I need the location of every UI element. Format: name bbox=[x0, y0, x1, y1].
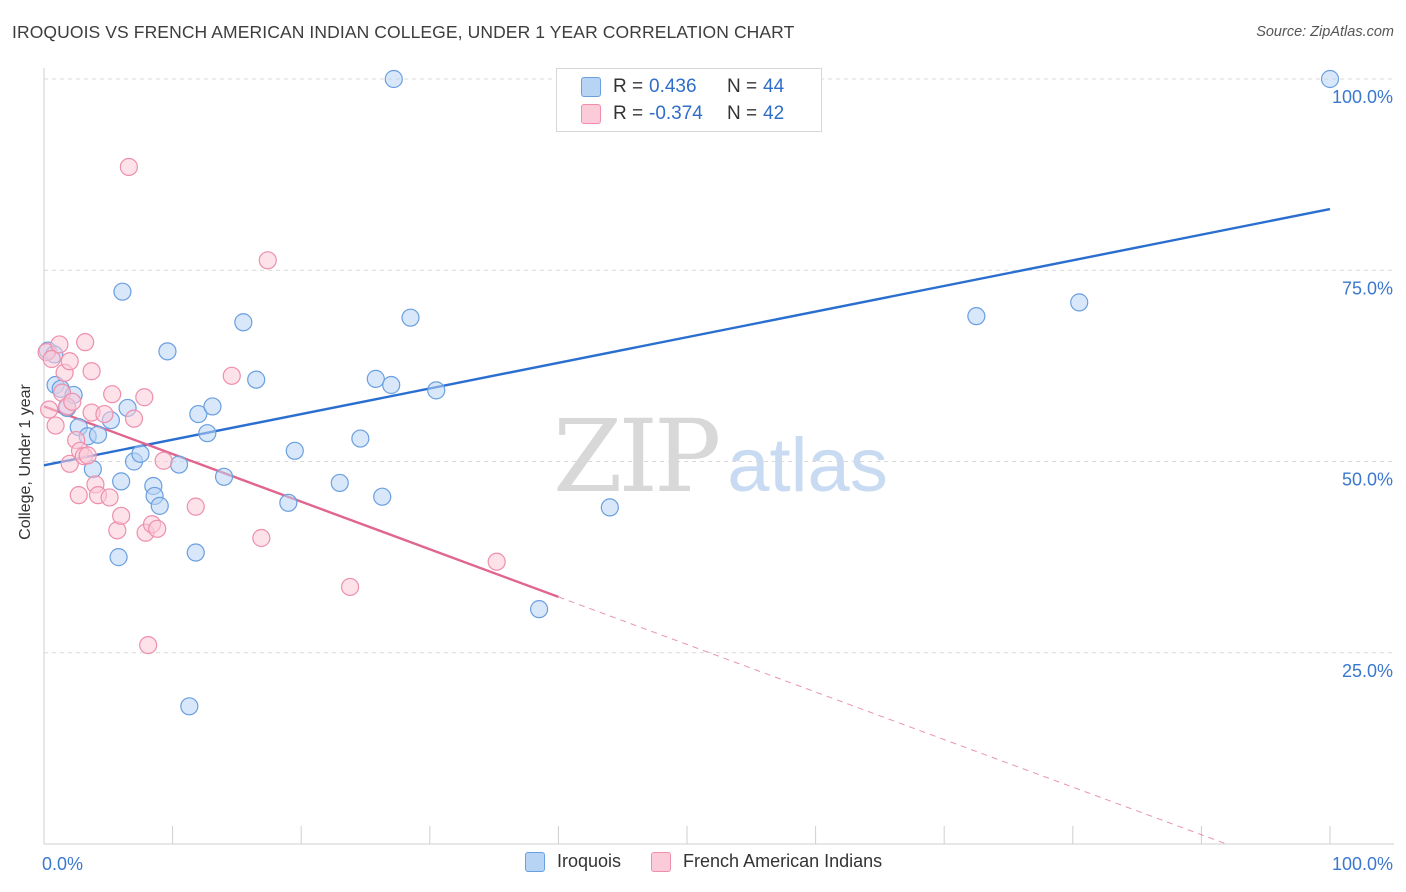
legend-row-iroquois: R = 0.436 N = 44 bbox=[581, 75, 784, 99]
french-american-indians-point bbox=[95, 404, 114, 424]
watermark: ZIP atlas bbox=[553, 398, 888, 515]
french-american-indians-point bbox=[252, 528, 271, 548]
french-american-indians-point bbox=[135, 388, 154, 407]
iroquois-point bbox=[373, 487, 392, 506]
french-american-indians-point bbox=[69, 486, 88, 505]
french-american-indians-point bbox=[63, 392, 82, 411]
iroquois-swatch bbox=[525, 851, 545, 872]
french-american-indians-point bbox=[60, 454, 79, 473]
french-american-indians-point bbox=[340, 577, 360, 597]
french-american-indians-point bbox=[40, 400, 59, 419]
french-american-indians-point bbox=[124, 409, 144, 428]
y-tick-label: 25.0% bbox=[1342, 661, 1393, 681]
series-legend: Iroquois French American Indians bbox=[525, 851, 912, 872]
french-american-indians-point bbox=[42, 349, 61, 369]
iroquois-trend-line bbox=[43, 207, 1331, 467]
axis-layer bbox=[43, 68, 1394, 845]
french-american-indians-point bbox=[100, 488, 119, 507]
french-american-indians-point bbox=[154, 451, 173, 470]
iroquois-point bbox=[600, 498, 619, 517]
french-american-indians-point bbox=[148, 519, 167, 538]
iroquois-point bbox=[158, 342, 177, 361]
french-american-indians-swatch bbox=[581, 104, 601, 124]
iroquois-point bbox=[150, 496, 169, 515]
grid-layer bbox=[44, 78, 1394, 654]
iroquois-point bbox=[279, 493, 298, 512]
iroquois-point bbox=[203, 397, 222, 416]
french-american-indians-point bbox=[46, 416, 65, 435]
stats-legend: R = 0.436 N = 44 R = -0.374 N = 42 bbox=[556, 68, 822, 132]
iroquois-point bbox=[247, 370, 266, 389]
points-layer bbox=[37, 69, 1340, 716]
x-tick-label: 0.0% bbox=[42, 854, 83, 874]
iroquois-point bbox=[112, 472, 131, 491]
french-american-indians-point bbox=[222, 366, 241, 385]
french-american-indians-point bbox=[487, 552, 506, 571]
legend-label-iroquois: Iroquois bbox=[557, 851, 622, 871]
tick-label-layer: 25.0% 50.0% 75.0% 100.0% 0.0% 100.0% bbox=[42, 87, 1393, 874]
legend-n-label: N = bbox=[727, 76, 758, 97]
iroquois-swatch bbox=[581, 77, 601, 97]
iroquois-point bbox=[113, 282, 132, 301]
legend-item-iroquois[interactable]: Iroquois bbox=[525, 851, 621, 872]
iroquois-point bbox=[88, 425, 108, 444]
iroquois-point bbox=[109, 548, 128, 567]
iroquois-point bbox=[234, 313, 253, 332]
legend-n-value: 42 bbox=[763, 103, 785, 124]
iroquois-point bbox=[366, 369, 385, 388]
french-american-indians-swatch bbox=[651, 851, 672, 872]
french-american-indians-trend-line bbox=[43, 405, 559, 599]
legend-n-label: N = bbox=[727, 103, 758, 124]
iroquois-point bbox=[401, 308, 420, 327]
iroquois-point bbox=[198, 424, 217, 443]
source-label: Source: ZipAtlas.com bbox=[1256, 24, 1394, 40]
french-american-indians-point bbox=[60, 352, 79, 371]
iroquois-point bbox=[427, 381, 446, 400]
trend-layer bbox=[43, 207, 1331, 845]
iroquois-point bbox=[189, 404, 208, 424]
legend-n-value: 44 bbox=[763, 76, 785, 97]
iroquois-point bbox=[530, 600, 549, 619]
y-tick-label: 100.0% bbox=[1332, 87, 1393, 107]
french-american-indians-trend-extension bbox=[558, 596, 1227, 845]
iroquois-point bbox=[180, 697, 199, 716]
watermark-atlas: atlas bbox=[727, 423, 888, 508]
iroquois-point bbox=[384, 69, 403, 89]
iroquois-point bbox=[1070, 293, 1089, 312]
french-american-indians-point bbox=[258, 251, 277, 270]
iroquois-point bbox=[382, 375, 401, 395]
french-american-indians-point bbox=[139, 635, 158, 655]
iroquois-point bbox=[214, 467, 234, 486]
french-american-indians-point bbox=[82, 362, 101, 381]
legend-r-label: R = bbox=[613, 103, 644, 124]
legend-r-value: 0.436 bbox=[649, 76, 697, 97]
iroquois-point bbox=[285, 441, 304, 460]
french-american-indians-point bbox=[186, 497, 205, 516]
legend-r-value: -0.374 bbox=[649, 103, 703, 124]
legend-label-french-american-indians: French American Indians bbox=[683, 851, 883, 871]
legend-item-french-american-indians[interactable]: French American Indians bbox=[651, 851, 882, 872]
watermark-zip: ZIP bbox=[553, 398, 721, 515]
iroquois-point bbox=[131, 444, 150, 463]
iroquois-point bbox=[330, 473, 349, 493]
french-american-indians-point bbox=[112, 506, 131, 525]
legend-row-french-american-indians: R = -0.374 N = 42 bbox=[581, 102, 784, 126]
french-american-indians-point bbox=[78, 446, 97, 465]
x-tick-label: 100.0% bbox=[1332, 854, 1393, 874]
y-tick-label: 75.0% bbox=[1342, 278, 1393, 298]
iroquois-point bbox=[169, 455, 189, 474]
iroquois-point bbox=[1320, 69, 1340, 89]
french-american-indians-point bbox=[119, 157, 138, 177]
french-american-indians-point bbox=[50, 335, 69, 354]
chart-title: IROQUOIS VS FRENCH AMERICAN INDIAN COLLE… bbox=[12, 22, 795, 42]
y-tick-label: 50.0% bbox=[1342, 470, 1393, 490]
french-american-indians-point bbox=[76, 333, 95, 352]
iroquois-point bbox=[351, 429, 370, 448]
french-american-indians-point bbox=[103, 385, 122, 404]
iroquois-point bbox=[186, 543, 205, 562]
y-axis-label: College, Under 1 year bbox=[17, 384, 34, 540]
iroquois-point bbox=[967, 307, 986, 326]
legend-r-label: R = bbox=[613, 76, 644, 97]
